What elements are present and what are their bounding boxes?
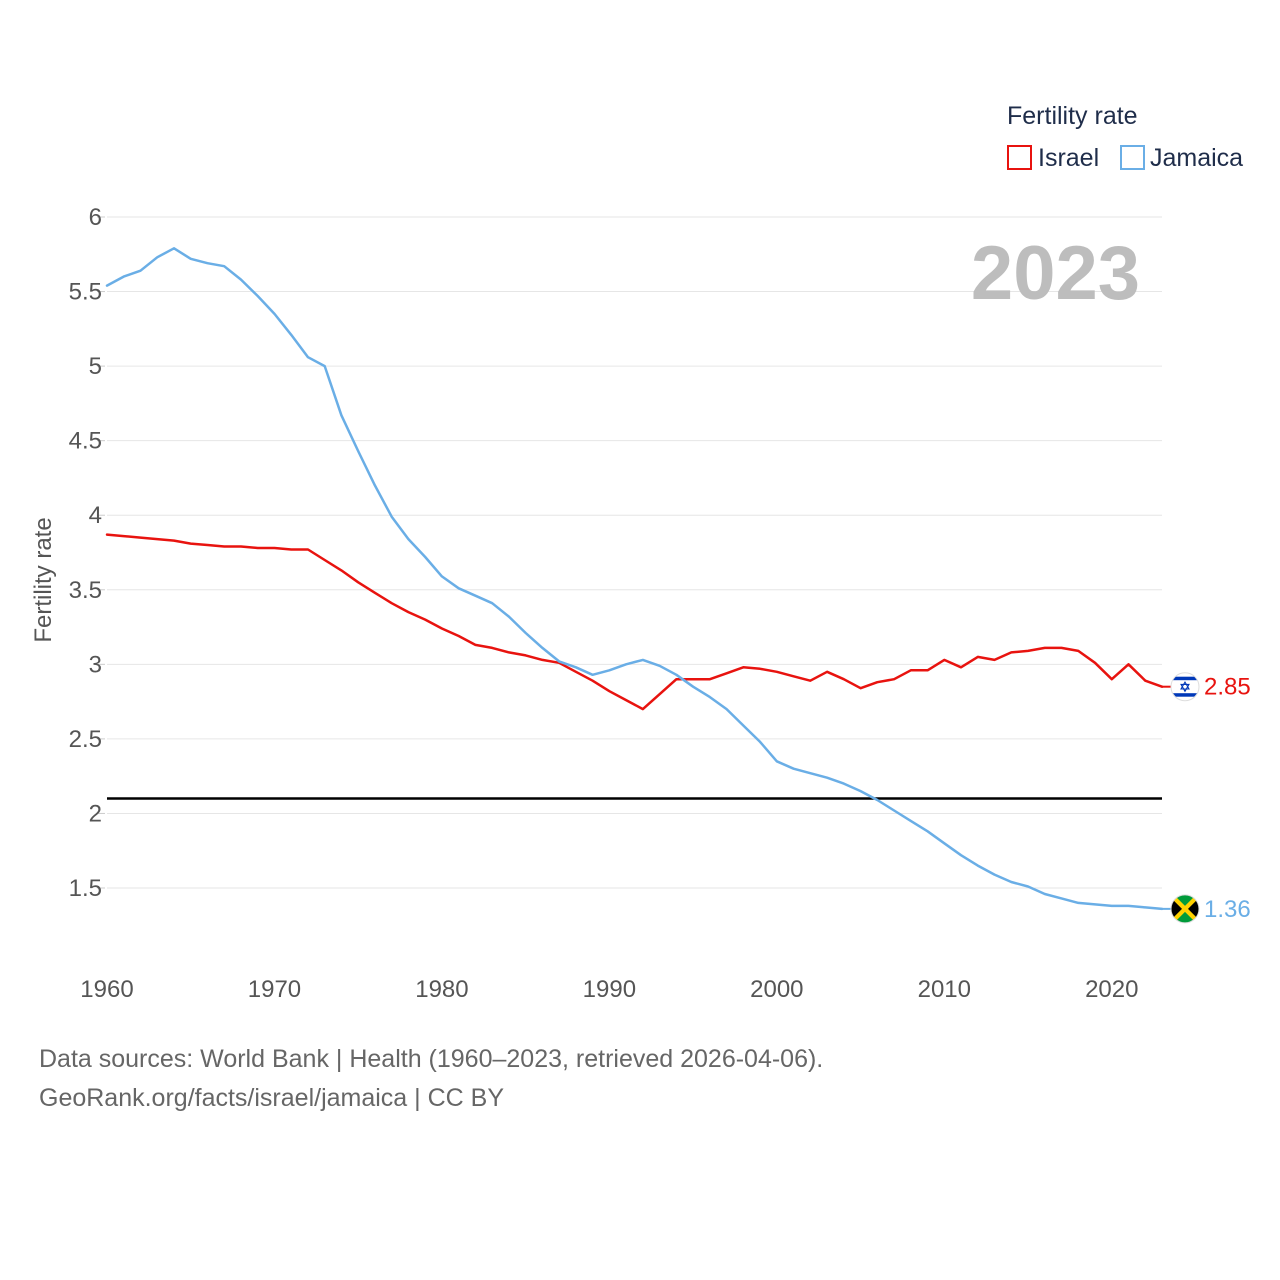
legend-swatch-jamaica[interactable] [1120,145,1145,170]
legend-label-jamaica[interactable]: Jamaica [1150,144,1243,172]
y-tick-label: 3.5 [69,577,102,604]
legend-swatch-israel[interactable] [1007,145,1032,170]
year-stamp: 2023 [971,231,1140,316]
data-sources: Data sources: World Bank | Health (1960–… [39,1045,824,1073]
x-tick-label: 2010 [918,976,971,1003]
end-value-label-jamaica: 1.36 [1204,896,1251,923]
x-tick-label: 1990 [583,976,636,1003]
x-tick-label: 1970 [248,976,301,1003]
legend: Fertility rate Israel Jamaica [1007,102,1243,172]
jamaica-flag-icon [1170,894,1200,924]
y-axis-title: Fertility rate [30,517,57,642]
end-value-label-israel: 2.85 [1204,674,1251,701]
y-axis-ticks: 1.5 2 2.5 3 3.5 4 4.5 5 5.5 6 [69,204,105,902]
legend-label-israel[interactable]: Israel [1038,144,1099,172]
x-tick-label: 2000 [750,976,803,1003]
y-tick-label: 4.5 [69,428,102,455]
y-tick-label: 3 [89,651,102,678]
y-tick-label: 4 [89,502,102,529]
x-tick-label: 1980 [415,976,468,1003]
legend-title: Fertility rate [1007,102,1138,130]
y-tick-label: 1.5 [69,875,102,902]
y-tick-label: 5 [89,353,102,380]
x-tick-label: 2020 [1085,976,1138,1003]
y-tick-label: 2 [89,800,102,827]
y-tick-label: 5.5 [69,279,102,306]
y-tick-label: 2.5 [69,726,102,753]
footer: Data sources: World Bank | Health (1960–… [39,1040,1239,1118]
series-line-israel[interactable] [105,533,1164,711]
fertility-rate-chart: 1.5 2 2.5 3 3.5 4 4.5 5 5.5 6 1960 1970 1980 1990 200… [30,102,1251,1003]
y-tick-label: 6 [89,204,102,231]
series-line-jamaica[interactable] [105,247,1164,911]
credit-link[interactable]: GeoRank.org/facts/israel/jamaica | CC BY [39,1084,505,1112]
x-tick-label: 1960 [80,976,133,1003]
x-axis-ticks: 1960 1970 1980 1990 2000 2010 2020 [80,976,1138,1003]
end-markers: 2.85 1.36 [1162,672,1251,924]
israel-flag-icon [1170,672,1200,702]
series-layer [105,247,1164,911]
gridlines [107,216,1162,889]
